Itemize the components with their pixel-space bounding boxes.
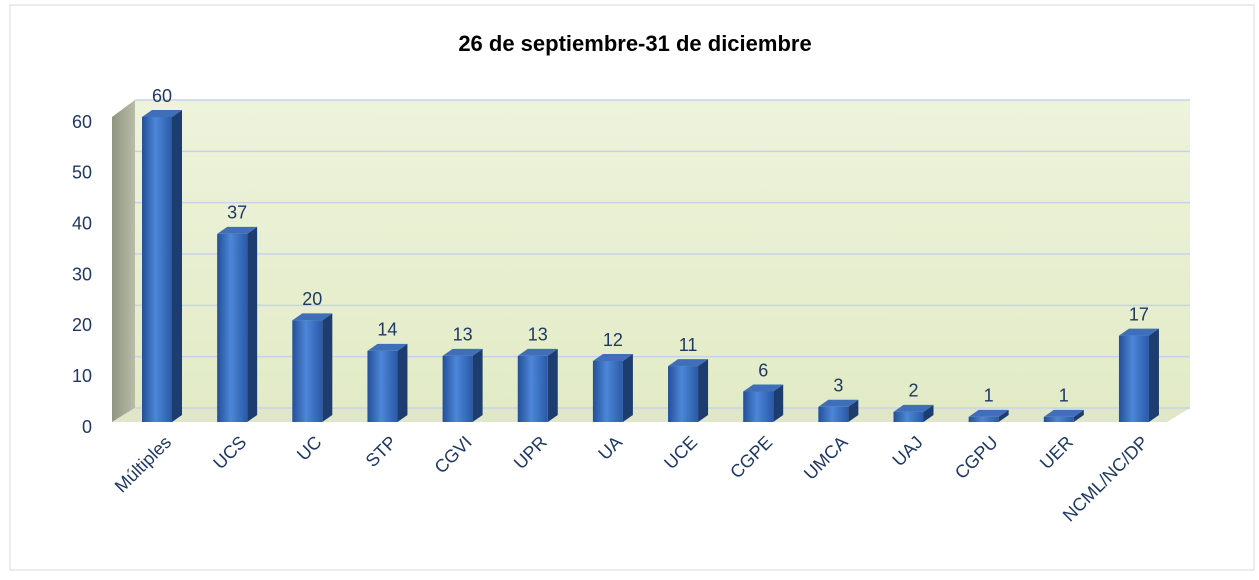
bar-face (592, 361, 623, 422)
value-label: 37 (227, 203, 247, 223)
bar (668, 359, 709, 422)
value-label: 60 (152, 86, 172, 106)
y-tick-label: 40 (72, 213, 92, 233)
bar-face (547, 348, 558, 422)
y-tick-label: 10 (72, 366, 92, 386)
bar-face (968, 416, 999, 422)
value-label: 13 (528, 325, 548, 345)
bar-face (397, 343, 408, 422)
bar-face (592, 354, 633, 361)
value-label: 20 (302, 289, 322, 309)
y-tick-label: 0 (82, 417, 92, 437)
bar (292, 313, 333, 422)
bar-face (472, 348, 483, 422)
bar-face (142, 110, 182, 117)
side-wall (112, 100, 135, 422)
bar-face (1118, 335, 1149, 422)
bar-face (442, 355, 473, 422)
bar-face (442, 348, 483, 356)
bar-face (217, 226, 258, 234)
value-label: 1 (1059, 386, 1069, 406)
bar-face (818, 406, 849, 422)
bar (1043, 409, 1084, 422)
bar-face (1118, 328, 1159, 336)
bar (592, 354, 633, 422)
value-label: 11 (679, 335, 698, 355)
bar-face (1043, 416, 1074, 422)
bar-face (1073, 409, 1084, 422)
bar (743, 384, 784, 422)
bar-face (517, 348, 558, 356)
value-label: 1 (984, 386, 994, 406)
chart-title: 26 de septiembre-31 de diciembre (458, 31, 811, 56)
bar-face (367, 350, 398, 422)
y-tick-label: 50 (72, 163, 92, 183)
bar-face (172, 110, 182, 422)
bar (142, 110, 182, 422)
bar-face (1148, 328, 1159, 422)
bar (1118, 328, 1159, 422)
bar-face (322, 313, 333, 422)
bar (517, 348, 558, 422)
bar-face (668, 359, 709, 367)
bar-face (698, 359, 709, 422)
floor (112, 408, 1190, 422)
bar-face (773, 384, 784, 422)
bar (217, 226, 258, 422)
y-tick-label: 20 (72, 315, 92, 335)
bar-face (968, 409, 1009, 417)
bar-face (998, 409, 1009, 422)
y-tick-label: 30 (72, 264, 92, 284)
bar (367, 343, 408, 422)
bar (968, 409, 1009, 422)
bar-face (517, 355, 548, 422)
value-label: 2 (908, 381, 918, 401)
bar-face (217, 233, 248, 422)
bar-face (142, 117, 172, 422)
bar-face (818, 399, 859, 407)
bar-face (848, 399, 859, 422)
bar-face (622, 354, 633, 422)
bar-face (292, 320, 323, 422)
value-label: 14 (377, 320, 397, 340)
bar-face (367, 343, 408, 351)
bar (818, 399, 859, 422)
value-label: 13 (453, 325, 473, 345)
y-tick-label: 60 (72, 112, 92, 132)
bar-face (923, 404, 934, 422)
bar-face (743, 391, 774, 422)
value-label: 12 (603, 330, 623, 350)
value-label: 3 (833, 376, 843, 396)
bar-face (893, 411, 924, 422)
bar-face (1043, 409, 1084, 417)
value-label: 17 (1129, 304, 1149, 324)
bar-face (292, 313, 333, 321)
bar-face (247, 226, 258, 422)
bar-face (668, 366, 699, 422)
bar-face (743, 384, 784, 392)
bar-face (893, 404, 934, 412)
bar (442, 348, 483, 422)
value-label: 6 (758, 360, 768, 380)
bar (893, 404, 934, 422)
